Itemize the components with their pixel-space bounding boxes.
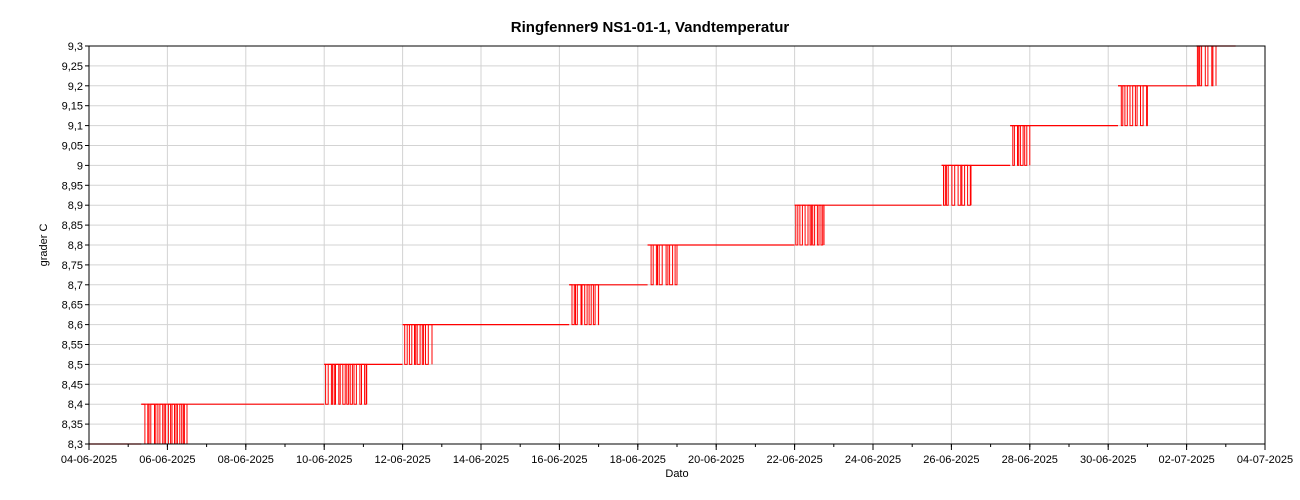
oscillation-segment (1010, 125, 1031, 166)
x-tick-label: 14-06-2025 (453, 454, 509, 466)
x-tick-label: 24-06-2025 (845, 454, 901, 466)
x-tick-label: 20-06-2025 (688, 454, 744, 466)
x-tick-label: 08-06-2025 (218, 454, 274, 466)
x-tick-label: 16-06-2025 (531, 454, 587, 466)
y-tick-label: 8,55 (62, 340, 83, 352)
x-tick-label: 26-06-2025 (923, 454, 979, 466)
y-tick-label: 9,1 (68, 121, 83, 133)
x-axis-label: Dato (665, 468, 688, 480)
y-tick-label: 9,25 (62, 61, 83, 73)
y-tick-label: 9 (77, 160, 83, 172)
oscillation-segment (1196, 45, 1217, 87)
oscillation-segment (324, 363, 368, 405)
y-tick-label: 9,05 (62, 141, 83, 153)
y-tick-label: 8,7 (68, 280, 83, 292)
y-tick-label: 9,2 (68, 81, 83, 93)
y-tick-label: 9,3 (68, 41, 83, 53)
x-tick-label: 12-06-2025 (374, 454, 430, 466)
y-tick-label: 8,95 (62, 180, 83, 192)
y-tick-label: 8,65 (62, 300, 83, 312)
y-tick-label: 8,5 (68, 359, 83, 371)
oscillation-segment (941, 164, 972, 206)
y-tick-label: 8,3 (68, 439, 83, 451)
y-tick-label: 8,85 (62, 220, 83, 232)
y-tick-label: 8,9 (68, 200, 83, 212)
oscillation-segment (141, 403, 188, 445)
y-tick-label: 8,8 (68, 240, 83, 252)
oscillation-segment (402, 324, 433, 365)
oscillation-segment (794, 204, 825, 246)
x-tick-label: 30-06-2025 (1080, 454, 1136, 466)
x-tick-label: 18-06-2025 (610, 454, 666, 466)
y-tick-label: 8,45 (62, 379, 83, 391)
x-tick-label: 28-06-2025 (1002, 454, 1058, 466)
x-tick-label: 10-06-2025 (296, 454, 352, 466)
y-tick-label: 8,6 (68, 320, 83, 332)
x-tick-label: 22-06-2025 (766, 454, 822, 466)
y-tick-label: 9,15 (62, 101, 83, 113)
y-axis-label: grader C (38, 224, 50, 267)
oscillation-segment (647, 244, 678, 286)
x-tick-label: 02-07-2025 (1158, 454, 1214, 466)
x-tick-label: 04-07-2025 (1237, 454, 1293, 466)
x-tick-label: 06-06-2025 (139, 454, 195, 466)
x-axis: 04-06-2025 06-06-2025 08-06-2025 10-06-2025… (61, 444, 1293, 466)
chart-title: Ringfenner9 NS1-01-1, Vandtemperatur (510, 19, 790, 36)
y-axis: 8,3 8,35 8,4 8,45 8,5 8,55 8,6 8,65 8,7 8,75 8,8 8,… (62, 41, 89, 451)
y-tick-label: 8,4 (68, 399, 83, 411)
oscillation-segment (569, 284, 600, 326)
x-tick-label: 04-06-2025 (61, 454, 117, 466)
y-tick-label: 8,35 (62, 419, 83, 431)
oscillation-segment (1118, 85, 1148, 127)
y-tick-label: 8,75 (62, 260, 83, 272)
